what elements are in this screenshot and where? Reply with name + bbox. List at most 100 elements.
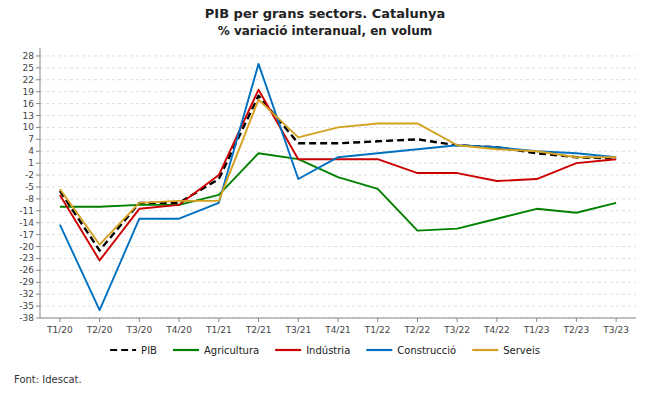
tick-mark — [36, 115, 40, 116]
tick-label: 10 — [23, 122, 35, 132]
tick-mark — [536, 318, 537, 322]
legend-swatch — [110, 349, 136, 351]
tick-mark — [36, 55, 40, 56]
tick-label: -14 — [19, 218, 34, 228]
tick-mark — [457, 318, 458, 322]
grid-line — [40, 234, 636, 235]
tick-label: 16 — [23, 99, 35, 109]
chart: PIB per grans sectors. Catalunya % variac… — [0, 0, 650, 393]
legend-label: Indústria — [306, 345, 350, 356]
tick-mark — [36, 210, 40, 211]
tick-label: -29 — [19, 277, 34, 287]
legend-swatch — [366, 349, 392, 351]
tick-label: 19 — [23, 87, 35, 97]
tick-label: T4/20 — [165, 325, 192, 335]
tick-label: -32 — [19, 289, 34, 299]
tick-label: T2/20 — [86, 325, 113, 335]
tick-label: -38 — [19, 313, 34, 323]
grid-line — [40, 79, 636, 80]
tick-mark — [417, 318, 418, 322]
legend-swatch — [173, 349, 199, 351]
tick-label: -20 — [19, 242, 34, 252]
grid-line — [40, 67, 636, 68]
grid-line — [40, 115, 636, 116]
tick-mark — [496, 318, 497, 322]
title: PIB per grans sectors. Catalunya — [205, 6, 445, 21]
grid-line — [40, 282, 636, 283]
tick-label: T2/21 — [245, 325, 272, 335]
tick-mark — [36, 103, 40, 104]
grid-line — [40, 55, 636, 56]
grid-line — [40, 246, 636, 247]
legend-item: Agricultura — [173, 345, 259, 356]
tick-label: 25 — [23, 63, 34, 73]
tick-mark — [298, 318, 299, 322]
legend-label: Serveis — [503, 345, 540, 356]
grid-line — [40, 163, 636, 164]
tick-label: T3/23 — [602, 325, 629, 335]
y-axis-line — [40, 48, 41, 318]
legend-swatch — [275, 349, 301, 351]
series-line — [60, 96, 616, 251]
legend-label: Construcció — [397, 345, 456, 356]
y-axis: 28252219161310741-2-5-8-11-14-17-20-23-2… — [19, 48, 636, 323]
tick-label: 13 — [23, 111, 34, 121]
tick-mark — [179, 318, 180, 322]
tick-label: -2 — [25, 170, 34, 180]
x-axis: T1/20T2/20T3/20T4/20T1/21T2/21T3/21T4/21… — [40, 318, 636, 335]
tick-mark — [36, 198, 40, 199]
series-line — [60, 100, 616, 245]
tick-mark — [36, 127, 40, 128]
tick-mark — [36, 222, 40, 223]
grid-line — [40, 270, 636, 271]
tick-label: T1/22 — [364, 325, 391, 335]
subtitle: % variació interanual, en volum — [218, 24, 433, 38]
tick-label: 1 — [28, 158, 34, 168]
tick-label: T3/22 — [443, 325, 470, 335]
tick-mark — [218, 318, 219, 322]
tick-label: 7 — [28, 134, 34, 144]
legend-item: Serveis — [472, 345, 540, 356]
grid-line — [40, 139, 636, 140]
source: Font: Idescat. — [14, 374, 82, 385]
tick-mark — [59, 318, 60, 322]
tick-label: -8 — [25, 194, 34, 204]
tick-mark — [377, 318, 378, 322]
tick-mark — [258, 318, 259, 322]
tick-mark — [36, 294, 40, 295]
tick-mark — [36, 151, 40, 152]
tick-label: -35 — [19, 301, 34, 311]
tick-label: 22 — [23, 75, 34, 85]
series-line — [60, 90, 616, 261]
legend: PIB Agricultura Indústria Construcció Servei… — [110, 345, 540, 356]
tick-mark — [36, 282, 40, 283]
tick-mark — [36, 186, 40, 187]
tick-label: T2/23 — [563, 325, 590, 335]
tick-mark — [36, 258, 40, 259]
tick-label: -5 — [25, 182, 34, 192]
grid-line — [40, 198, 636, 199]
legend-label: Agricultura — [204, 345, 259, 356]
tick-mark — [576, 318, 577, 322]
tick-mark — [36, 91, 40, 92]
grid-line — [40, 91, 636, 92]
tick-mark — [36, 163, 40, 164]
tick-mark — [139, 318, 140, 322]
grid-line — [40, 103, 636, 104]
tick-label: T2/22 — [404, 325, 431, 335]
tick-label: T3/21 — [284, 325, 311, 335]
tick-label: -26 — [19, 265, 34, 275]
tick-mark — [36, 246, 40, 247]
series-line — [60, 64, 616, 310]
tick-label: T1/23 — [523, 325, 550, 335]
legend-label: PIB — [141, 345, 157, 356]
tick-label: -11 — [19, 206, 34, 216]
tick-label: T3/20 — [125, 325, 152, 335]
tick-mark — [36, 306, 40, 307]
grid-line — [40, 306, 636, 307]
tick-mark — [99, 318, 100, 322]
tick-mark — [338, 318, 339, 322]
tick-mark — [36, 175, 40, 176]
grid-line — [40, 186, 636, 187]
tick-mark — [616, 318, 617, 322]
